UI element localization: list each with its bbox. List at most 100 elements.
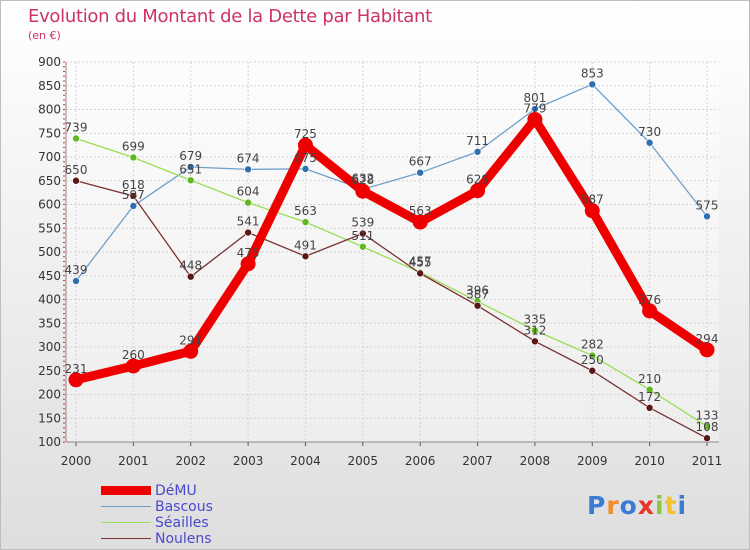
data-point <box>301 218 310 226</box>
data-point <box>645 403 654 412</box>
data-point <box>699 342 715 358</box>
y-tick-label: 700 <box>38 150 61 164</box>
data-label: 539 <box>351 215 374 229</box>
data-label: 511 <box>351 229 374 243</box>
data-label: 779 <box>523 101 546 115</box>
data-label: 587 <box>581 193 604 207</box>
data-point <box>244 198 252 207</box>
x-tick-label: 2008 <box>520 454 551 468</box>
proxiti-logo: Proxiti <box>587 491 687 520</box>
y-tick-label: 750 <box>38 126 61 140</box>
data-label: 711 <box>466 134 489 148</box>
data-label: 250 <box>581 353 604 367</box>
x-tick-label: 2002 <box>175 454 206 468</box>
y-tick-label: 200 <box>38 388 61 402</box>
data-point <box>129 192 138 200</box>
y-tick-label: 900 <box>38 55 61 69</box>
y-tick-label: 850 <box>38 79 61 93</box>
legend-swatch-bascous <box>101 506 151 507</box>
data-point <box>129 202 138 210</box>
data-point <box>527 111 543 127</box>
data-label: 491 <box>294 238 317 252</box>
data-label: 294 <box>696 332 719 346</box>
data-point <box>473 301 482 310</box>
y-tick-label: 300 <box>38 340 61 354</box>
data-label: 231 <box>65 362 88 376</box>
data-label: 650 <box>65 163 88 177</box>
data-label: 541 <box>237 215 260 229</box>
data-point <box>703 422 711 431</box>
data-label: 376 <box>638 293 661 307</box>
legend-label-bascous: Bascous <box>155 499 213 515</box>
data-label: 475 <box>237 246 260 260</box>
logo-letter: t <box>664 491 678 520</box>
data-point <box>297 137 313 153</box>
data-point <box>584 203 600 219</box>
data-label: 455 <box>409 255 432 269</box>
data-point <box>183 343 199 359</box>
y-tick-label: 800 <box>38 103 61 117</box>
x-tick-label: 2003 <box>233 454 264 468</box>
data-point <box>588 366 597 375</box>
y-tick-label: 100 <box>38 435 61 449</box>
series-line-séailles <box>75 137 708 427</box>
data-label: 604 <box>237 185 260 199</box>
x-tick-label: 2010 <box>634 454 665 468</box>
data-point <box>355 183 371 199</box>
data-point <box>359 242 367 251</box>
y-tick-label: 400 <box>38 293 61 307</box>
chart-unit: (en €) <box>28 29 61 42</box>
legend-swatch-seailles <box>101 522 151 523</box>
data-label: 108 <box>696 420 719 434</box>
data-label: 575 <box>696 198 719 212</box>
y-tick-label: 600 <box>38 198 61 212</box>
y-tick-label: 150 <box>38 411 61 425</box>
data-label: 674 <box>237 151 260 165</box>
data-point <box>125 358 141 374</box>
y-tick-label: 350 <box>38 316 61 330</box>
data-label: 396 <box>466 283 489 297</box>
data-label: 679 <box>179 149 202 163</box>
x-tick-label: 2006 <box>405 454 436 468</box>
legend-label-noulens: Noulens <box>155 531 212 547</box>
legend-swatch-noulens <box>101 538 151 539</box>
x-tick-label: 2011 <box>692 454 723 468</box>
legend-label-seailles: Séailles <box>155 515 209 531</box>
logo-letter: P <box>587 491 607 520</box>
data-label: 563 <box>294 204 317 218</box>
data-label: 651 <box>179 162 202 176</box>
data-label: 667 <box>409 155 432 169</box>
logo-letter: o <box>619 491 638 520</box>
data-point <box>72 134 80 143</box>
data-point <box>473 147 482 156</box>
data-point <box>301 165 310 173</box>
data-label: 628 <box>351 173 374 187</box>
data-point <box>186 163 195 171</box>
data-label: 730 <box>638 125 661 139</box>
logo-letter: x <box>637 491 655 520</box>
y-tick-label: 250 <box>38 364 61 378</box>
data-point <box>703 212 711 221</box>
data-label: 632 <box>351 171 374 185</box>
x-tick-label: 2001 <box>118 454 149 468</box>
data-label: 335 <box>523 312 546 326</box>
legend-item-bascous: Bascous <box>96 499 296 515</box>
data-label: 801 <box>523 91 546 105</box>
legend-swatch-demu <box>101 486 151 495</box>
series-line-noulens <box>75 180 708 439</box>
series-line-dému <box>71 114 712 385</box>
data-label: 282 <box>581 338 604 352</box>
data-label: 853 <box>581 66 604 80</box>
x-tick-label: 2000 <box>61 454 92 468</box>
legend-item-seailles: Séailles <box>96 515 296 531</box>
data-label: 260 <box>122 348 145 362</box>
data-label: 739 <box>65 120 88 134</box>
series-line-bascous <box>75 83 708 282</box>
data-point <box>531 326 539 335</box>
data-label: 448 <box>179 259 202 273</box>
data-point <box>416 269 424 278</box>
data-label: 675 <box>294 151 317 165</box>
logo-letter: i <box>677 491 688 520</box>
data-label: 439 <box>65 263 88 277</box>
